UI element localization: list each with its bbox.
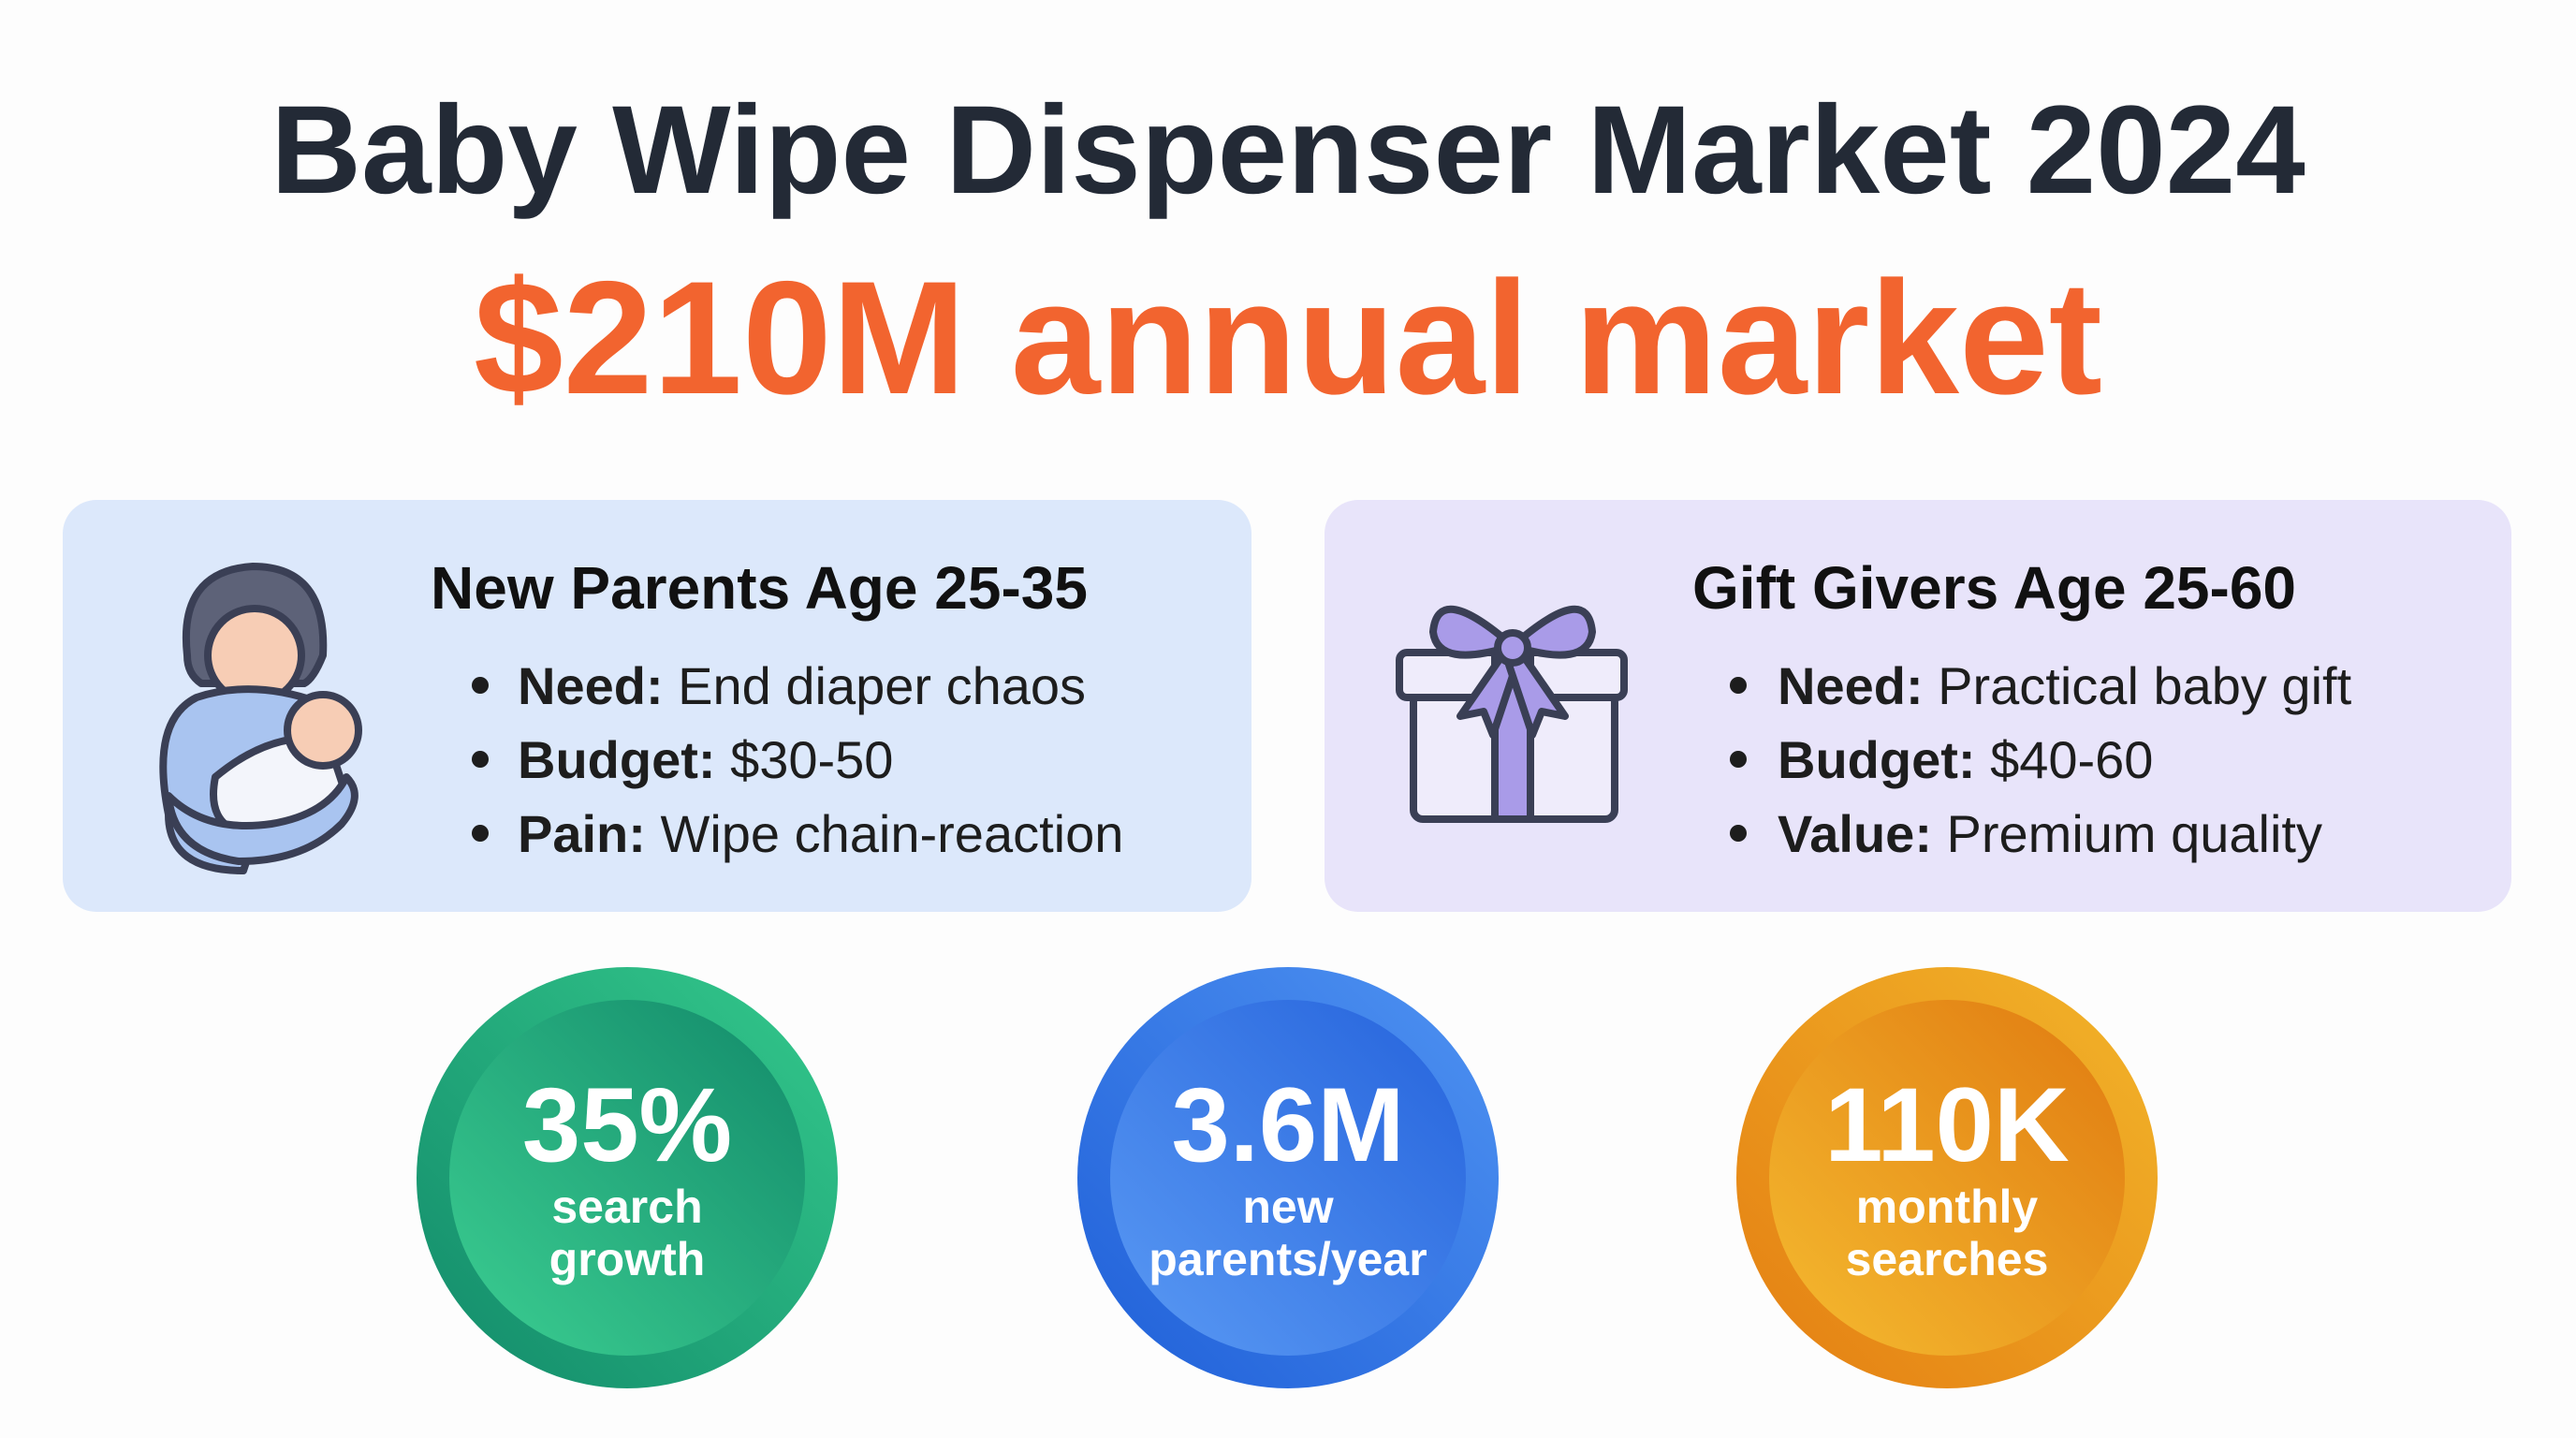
bullet-label: Pain: [518, 804, 646, 863]
bullet: Budget: $30-50 [518, 730, 893, 789]
bullet-dot [472, 751, 489, 768]
stat-label: parents/year [1149, 1233, 1427, 1285]
bullet-text: Practical baby gift [1924, 656, 2352, 715]
bullet-dot [472, 677, 489, 694]
bullet: Value: Premium quality [1778, 804, 2322, 863]
subtitle: $210M annual market [474, 248, 2102, 428]
bullet-text: End diaper chaos [664, 656, 1086, 715]
card-title: Gift Givers Age 25-60 [1692, 554, 2296, 622]
stat-value: 110K [1824, 1066, 2070, 1183]
stat-circle-inner [449, 1000, 805, 1356]
bullet-dot [1730, 825, 1747, 842]
stat-value: 35% [522, 1066, 732, 1183]
bullet: Need: End diaper chaos [518, 656, 1086, 715]
gift-icon [1396, 605, 1628, 823]
bullet-dot [472, 825, 489, 842]
card-title: New Parents Age 25-35 [431, 554, 1088, 622]
bullet-text: $40-60 [1976, 730, 2154, 789]
bullet-text: Premium quality [1932, 804, 2322, 863]
bullet-label: Need: [518, 656, 664, 715]
bullet: Need: Practical baby gift [1778, 656, 2352, 715]
title: Baby Wipe Dispenser Market 2024 [271, 81, 2305, 220]
bullet-dot [1730, 677, 1747, 694]
stat-circle-inner [1110, 1000, 1466, 1356]
card [1325, 500, 2511, 912]
stat-label: new [1242, 1181, 1333, 1233]
bullet-dot [1730, 751, 1747, 768]
stat-circle-inner [1769, 1000, 2125, 1356]
stat-label: monthly [1856, 1181, 2039, 1233]
bullet-label: Budget: [1778, 730, 1976, 789]
bullet: Pain: Wipe chain-reaction [518, 804, 1123, 863]
bullet-label: Budget: [518, 730, 716, 789]
parent-icon [159, 563, 362, 874]
stat-label: search [551, 1181, 702, 1233]
bullet-text: $30-50 [716, 730, 894, 789]
stat-label: searches [1846, 1233, 2049, 1285]
bullet-label: Value: [1778, 804, 1932, 863]
stat-label: growth [549, 1233, 706, 1285]
stat-value: 3.6M [1172, 1066, 1405, 1183]
card [63, 500, 1251, 912]
bullet-text: Wipe chain-reaction [646, 804, 1123, 863]
bullet: Budget: $40-60 [1778, 730, 2153, 789]
bullet-label: Need: [1778, 656, 1924, 715]
